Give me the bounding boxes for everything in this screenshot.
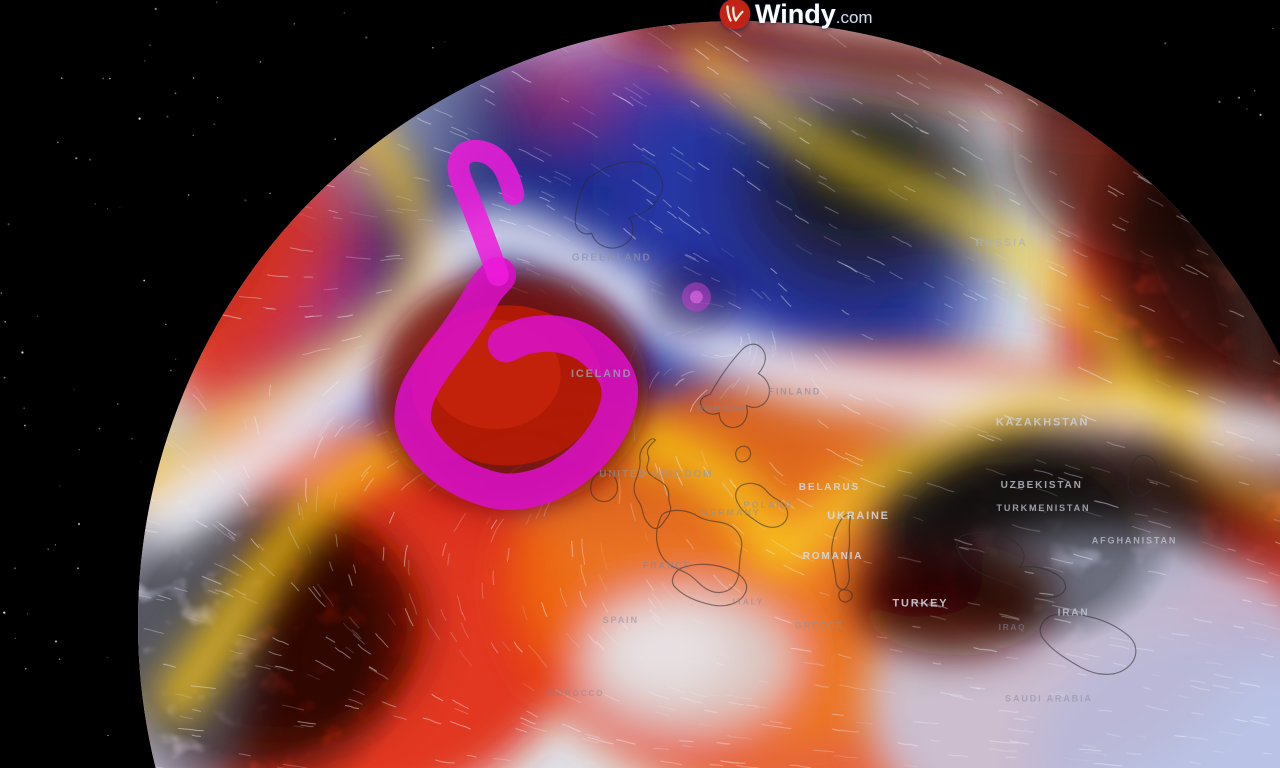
svg-text:TURKMENISTAN: TURKMENISTAN [996,502,1090,512]
svg-text:ITALY: ITALY [732,597,763,606]
svg-text:SPAIN: SPAIN [602,615,638,625]
svg-text:FRANCE: FRANCE [642,560,691,570]
svg-text:RUSSIA: RUSSIA [975,236,1027,248]
svg-text:AFGHANISTAN: AFGHANISTAN [1091,535,1177,545]
svg-text:IRAQ: IRAQ [998,623,1026,632]
svg-text:ICELAND: ICELAND [571,368,632,380]
svg-text:ROMANIA: ROMANIA [802,551,863,562]
svg-text:IRAN: IRAN [1057,607,1089,618]
svg-text:GERMANY: GERMANY [701,507,760,517]
svg-text:FINLAND: FINLAND [768,386,821,396]
svg-text:TURKEY: TURKEY [892,597,948,609]
svg-text:UKRAINE: UKRAINE [827,510,890,522]
svg-text:KAZAKHSTAN: KAZAKHSTAN [996,416,1089,428]
svg-text:Windy.com: Windy.com [755,0,873,29]
svg-text:UNITED KINGDOM: UNITED KINGDOM [599,469,713,480]
svg-text:SAUDI ARABIA: SAUDI ARABIA [1005,693,1093,703]
svg-text:GREECE: GREECE [794,620,843,630]
svg-text:UZBEKISTAN: UZBEKISTAN [1000,480,1082,491]
svg-text:GREENLAND: GREENLAND [571,252,651,263]
svg-text:BELARUS: BELARUS [798,482,859,493]
svg-text:MOROCCO: MOROCCO [548,688,604,697]
svg-text:NORWAY: NORWAY [696,403,747,413]
